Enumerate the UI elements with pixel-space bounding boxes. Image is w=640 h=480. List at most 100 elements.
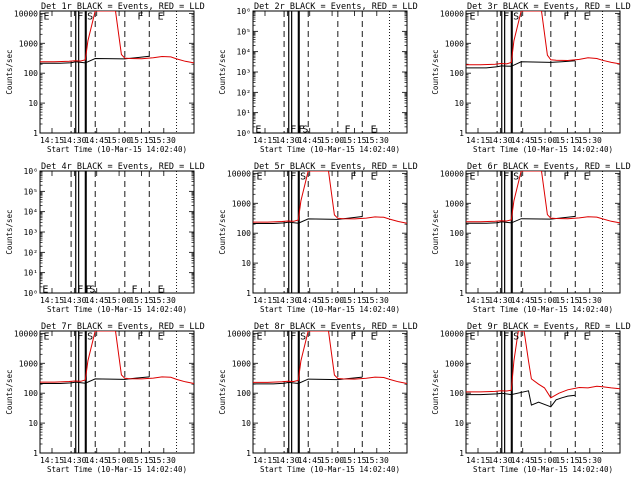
attenuator-letter: F — [503, 11, 509, 22]
x-tick-label: 14:30 — [488, 456, 512, 465]
x-axis-label: Start Time (10-Mar-15 14:02:40) — [260, 305, 400, 314]
y-tick-label: 10¹ — [24, 269, 38, 278]
y-tick-label: 10 — [241, 259, 251, 268]
panel-det-3: Det 3r BLACK = Events, RED = LLD 1 10 100 10… — [431, 2, 631, 154]
y-tick-label: 1000 — [232, 359, 251, 368]
attenuator-letter: S — [513, 171, 519, 182]
x-axis-label: Start Time (10-Mar-15 14:02:40) — [473, 465, 613, 474]
attenuator-letter: F — [290, 124, 296, 135]
x-tick-label: 14:30 — [62, 456, 86, 465]
attenuator-letter: E — [469, 11, 475, 22]
attenuator-letter: F — [563, 11, 569, 22]
panel-data: E F FS F E — [255, 11, 391, 135]
series-lld-line — [466, 11, 620, 66]
x-tick-label: 15:15 — [555, 296, 579, 305]
y-tick-label: 10000 — [227, 169, 251, 178]
panel-title: Det 5r BLACK = Events, RED = LLD — [254, 162, 418, 172]
y-tick-label: 10³ — [237, 68, 251, 77]
attenuator-letter: E — [469, 171, 475, 182]
x-tick-label: 15:30 — [152, 136, 176, 145]
x-tick-label: 15:30 — [365, 456, 389, 465]
x-tick-label: 15:00 — [320, 296, 344, 305]
attenuator-letter: S — [302, 124, 308, 135]
attenuator-letter: F — [503, 171, 509, 182]
attenuator-letter: F — [350, 171, 356, 182]
attenuator-letter: E — [584, 11, 590, 22]
x-tick-label: 15:15 — [129, 136, 153, 145]
x-tick-label: 15:00 — [107, 296, 131, 305]
attenuator-letter: F — [350, 331, 356, 342]
y-tick-label: 1 — [459, 289, 464, 298]
attenuator-letter: E — [256, 171, 262, 182]
attenuator-letter: E — [371, 171, 377, 182]
y-tick-label: 100 — [450, 69, 465, 78]
y-tick-label: 10⁵ — [237, 27, 251, 36]
x-tick-label: 14:45 — [511, 296, 535, 305]
y-tick-label: 10⁵ — [24, 187, 38, 196]
x-tick-label: 15:00 — [107, 456, 131, 465]
y-tick-label: 1000 — [445, 199, 464, 208]
x-tick-label: 14:45 — [298, 136, 322, 145]
x-tick-label: 14:15 — [40, 296, 64, 305]
plot-frame — [465, 10, 621, 134]
attenuator-letter: E — [584, 171, 590, 182]
y-tick-label: 10³ — [24, 228, 38, 237]
series-events-line — [253, 376, 363, 385]
x-axis-label: Start Time (10-Mar-15 14:02:40) — [47, 305, 187, 314]
x-axis-label: Start Time (10-Mar-15 14:02:40) — [260, 145, 400, 154]
panel-det-7: Det 7r BLACK = Events, RED = LLD 1 10 100 10… — [5, 322, 205, 474]
y-tick-label: 1000 — [232, 199, 251, 208]
attenuator-letter: S — [87, 11, 93, 22]
y-axis-label: Counts/sec — [5, 49, 14, 94]
attenuator-letter: F — [137, 331, 143, 342]
attenuator-letter: F — [563, 171, 569, 182]
x-tick-label: 14:45 — [298, 456, 322, 465]
y-axis-label: Counts/sec — [218, 369, 227, 414]
x-axis-label: Start Time (10-Mar-15 14:02:40) — [260, 465, 400, 474]
x-tick-label: 15:15 — [555, 136, 579, 145]
attenuator-letter: E — [42, 284, 48, 295]
attenuator-letter: F — [132, 284, 138, 295]
x-tick-label: 14:45 — [511, 136, 535, 145]
x-tick-label: 15:30 — [578, 456, 602, 465]
x-tick-label: 15:00 — [320, 456, 344, 465]
attenuator-letter: E — [256, 331, 262, 342]
y-tick-label: 100 — [237, 389, 252, 398]
y-tick-label: 100 — [450, 229, 465, 238]
x-axis-label: Start Time (10-Mar-15 14:02:40) — [47, 145, 187, 154]
attenuator-letter: S — [513, 11, 519, 22]
panel-title: Det 8r BLACK = Events, RED = LLD — [254, 322, 418, 332]
x-axis-label: Start Time (10-Mar-15 14:02:40) — [47, 465, 187, 474]
x-tick-label: 15:30 — [152, 456, 176, 465]
x-tick-label: 15:15 — [555, 456, 579, 465]
panel-title: Det 1r BLACK = Events, RED = LLD — [41, 2, 205, 12]
series-lld-line — [466, 171, 620, 224]
x-tick-label: 15:30 — [365, 296, 389, 305]
y-tick-label: 100 — [237, 229, 252, 238]
x-tick-label: 14:15 — [253, 296, 277, 305]
plot-frame — [252, 170, 408, 294]
y-tick-label: 10000 — [14, 9, 38, 18]
x-tick-label: 14:45 — [85, 136, 109, 145]
x-tick-label: 14:45 — [85, 296, 109, 305]
panel-det-4: Det 4r BLACK = Events, RED = LLD 10⁰ 10¹ 10… — [5, 162, 205, 314]
plot-frame — [252, 10, 408, 134]
y-tick-label: 10000 — [440, 329, 464, 338]
plot-frame — [39, 170, 195, 294]
x-axis-label: Start Time (10-Mar-15 14:02:40) — [473, 145, 613, 154]
series-lld-line — [253, 171, 407, 224]
attenuator-letter: S — [87, 331, 93, 342]
attenuator-letter: F — [137, 11, 143, 22]
y-tick-label: 10 — [28, 99, 38, 108]
y-tick-label: 10 — [454, 419, 464, 428]
series-lld-line — [40, 11, 194, 64]
y-axis-label: Counts/sec — [431, 209, 440, 254]
panel-det-9: Det 9r BLACK = Events, RED = LLD 1 10 100 10… — [431, 322, 631, 474]
y-tick-label: 1000 — [19, 359, 38, 368]
attenuator-letter: F — [503, 331, 509, 342]
attenuator-letter: E — [371, 331, 377, 342]
series-lld-line — [40, 331, 194, 384]
y-tick-label: 10⁴ — [237, 48, 251, 57]
